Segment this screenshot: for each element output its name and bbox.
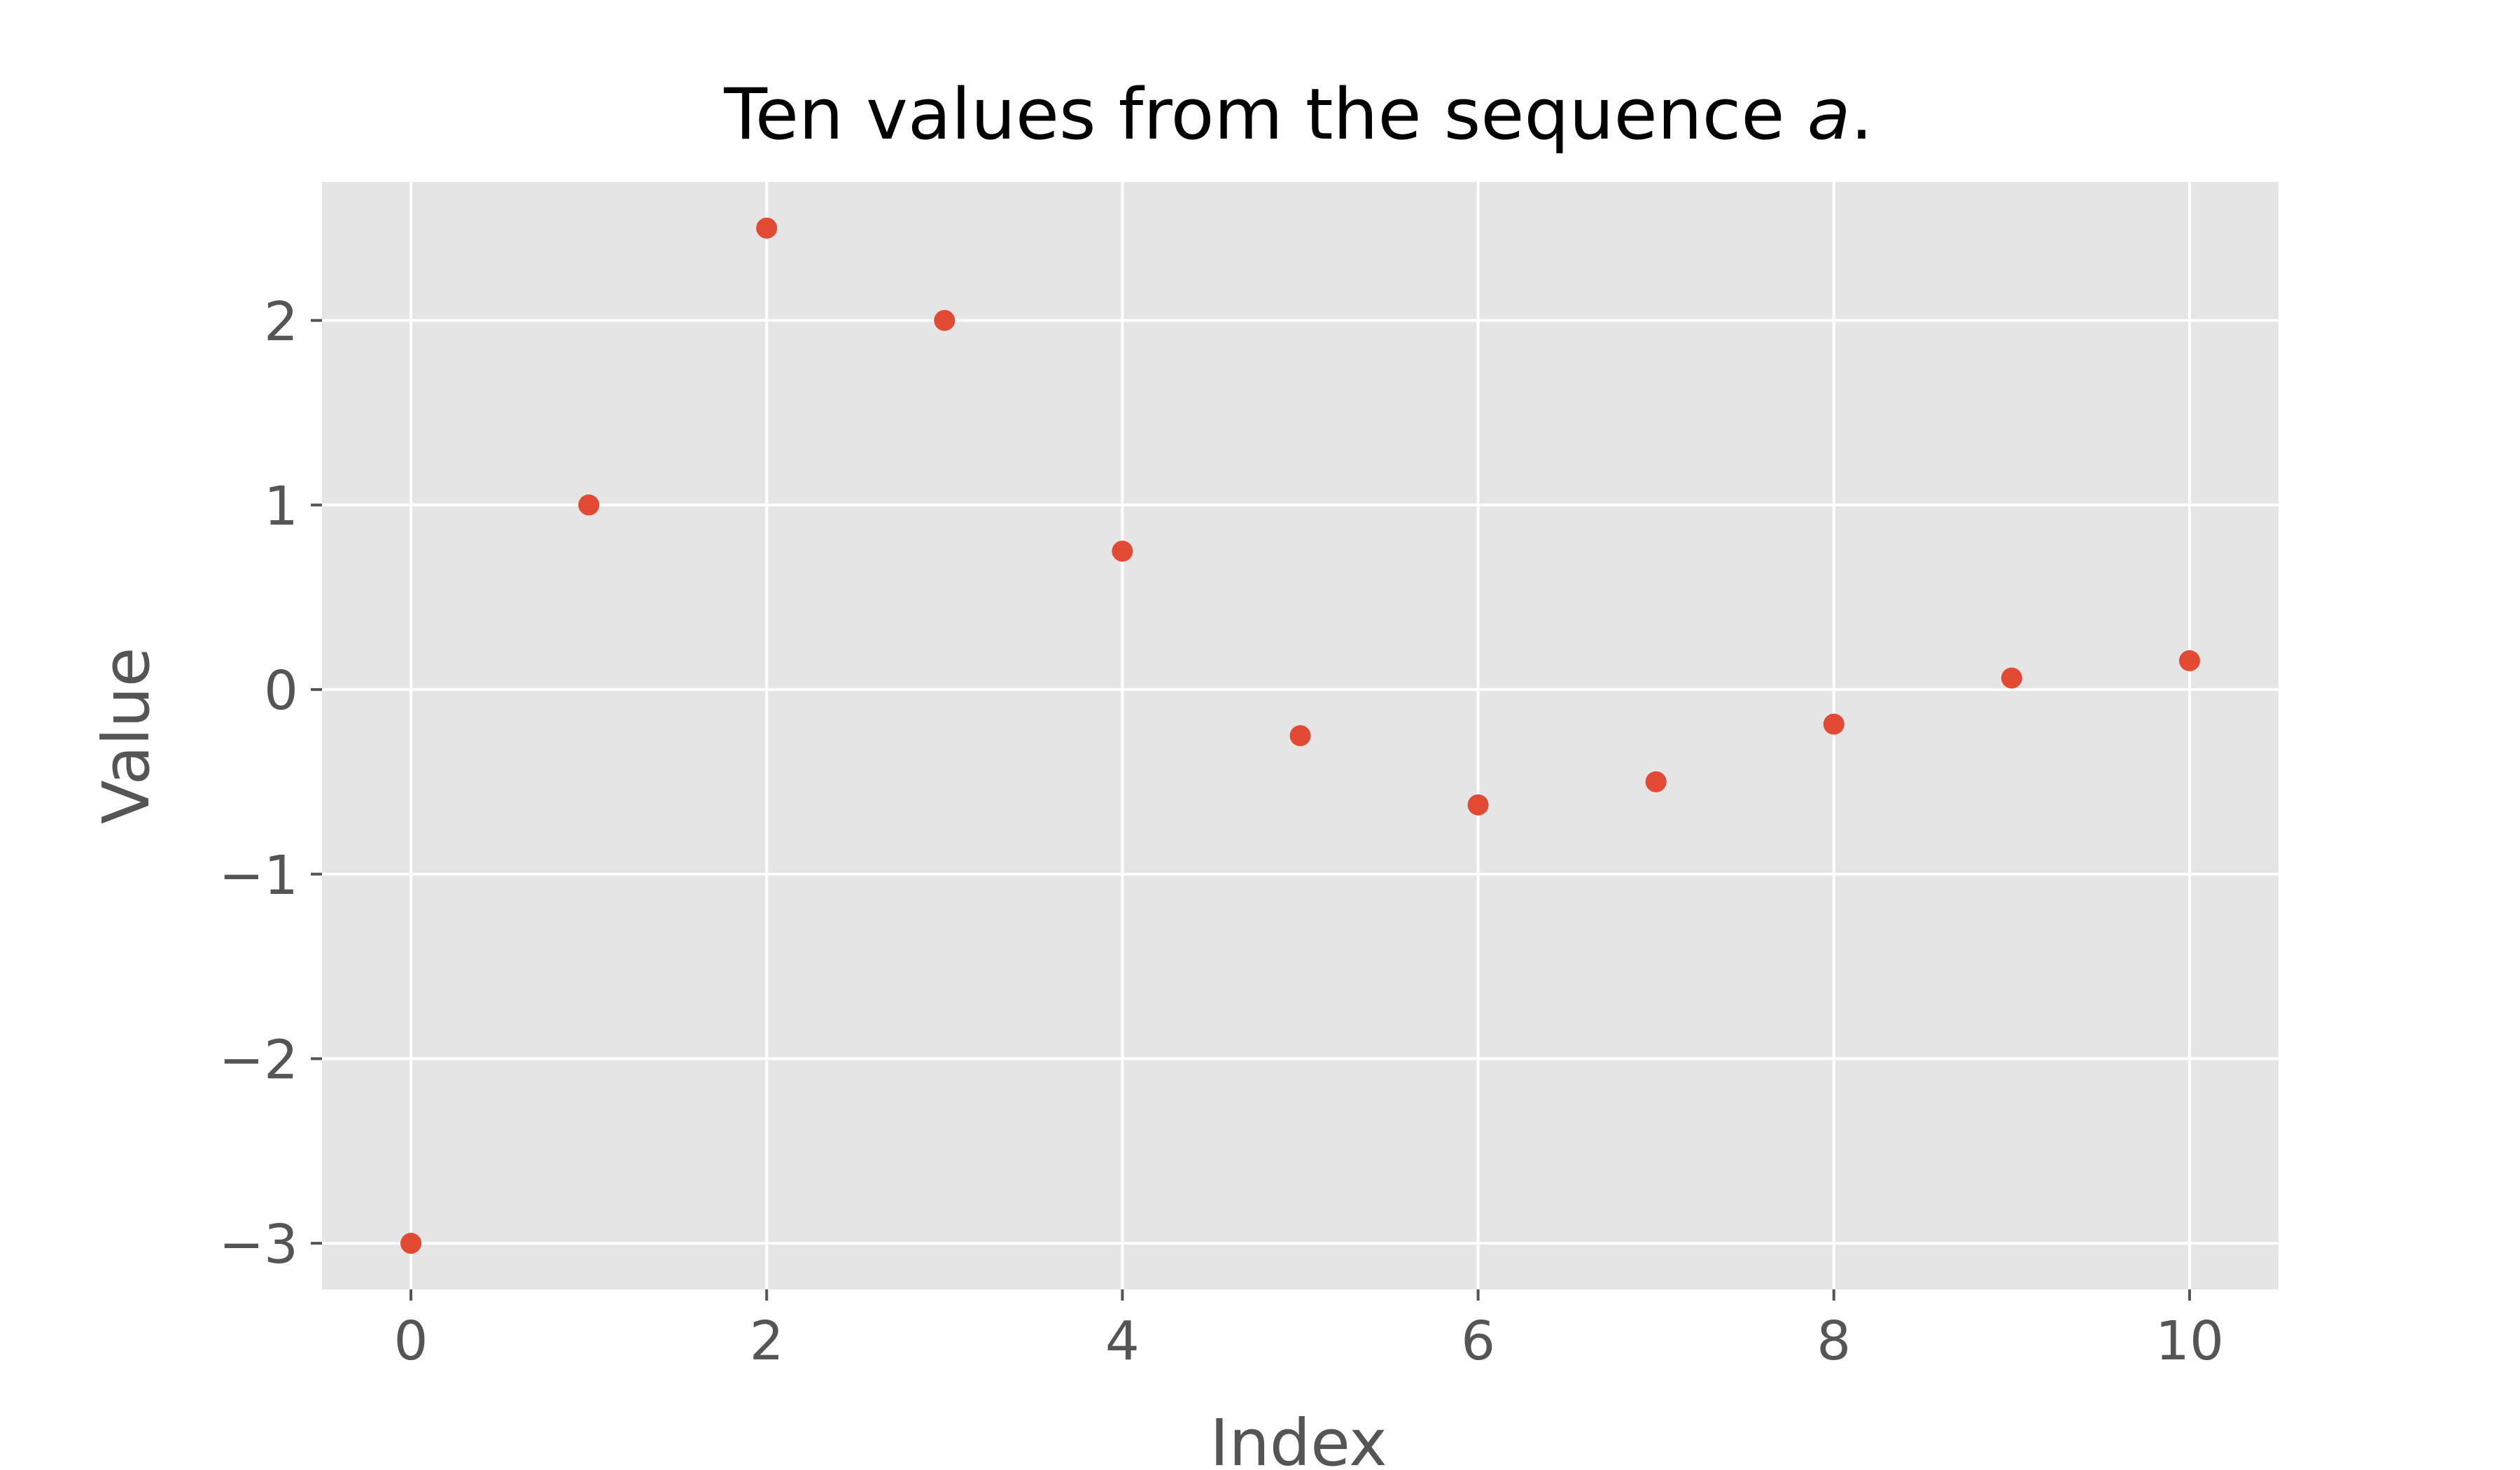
grid-lines: [322, 182, 2278, 1289]
data-point: [1112, 540, 1133, 562]
y-axis-label: Value: [89, 648, 164, 825]
x-tick-label: 2: [750, 1310, 784, 1373]
data-point: [2001, 667, 2022, 689]
data-points: [400, 217, 2200, 1254]
data-point: [400, 1233, 422, 1254]
x-tick-label: 6: [1461, 1310, 1495, 1373]
y-tick-label: −1: [218, 845, 298, 907]
data-point: [578, 494, 600, 516]
data-point: [1467, 794, 1489, 816]
x-tick-label: 0: [394, 1310, 428, 1373]
x-tick-label: 10: [2155, 1310, 2224, 1373]
data-point: [934, 309, 955, 331]
y-tick-label: 0: [264, 660, 298, 722]
y-tick-label: −3: [218, 1214, 298, 1276]
chart-title-main: Ten values from the sequence: [723, 73, 1807, 155]
x-tick-label: 4: [1105, 1310, 1140, 1373]
y-tick-label: −2: [218, 1029, 298, 1091]
y-tick-label: 2: [264, 291, 298, 354]
data-point: [1645, 771, 1667, 792]
chart-title-variable: a: [1807, 73, 1851, 155]
data-point: [756, 217, 778, 239]
data-point: [1823, 713, 1844, 735]
data-point: [1289, 725, 1311, 746]
data-point: [2178, 650, 2200, 671]
x-tick-label: 8: [1816, 1310, 1851, 1373]
y-tick-labels: −3 −2 −1 0 1 2: [218, 291, 298, 1276]
x-tick-labels: 0 2 4 6 8 10: [394, 1310, 2224, 1373]
chart-title-end: .: [1851, 73, 1873, 155]
chart-title: Ten values from the sequence a.: [723, 73, 1872, 155]
axis-ticks: [311, 318, 2191, 1301]
x-axis-label: Index: [1210, 1406, 1387, 1470]
y-tick-label: 1: [264, 475, 298, 538]
